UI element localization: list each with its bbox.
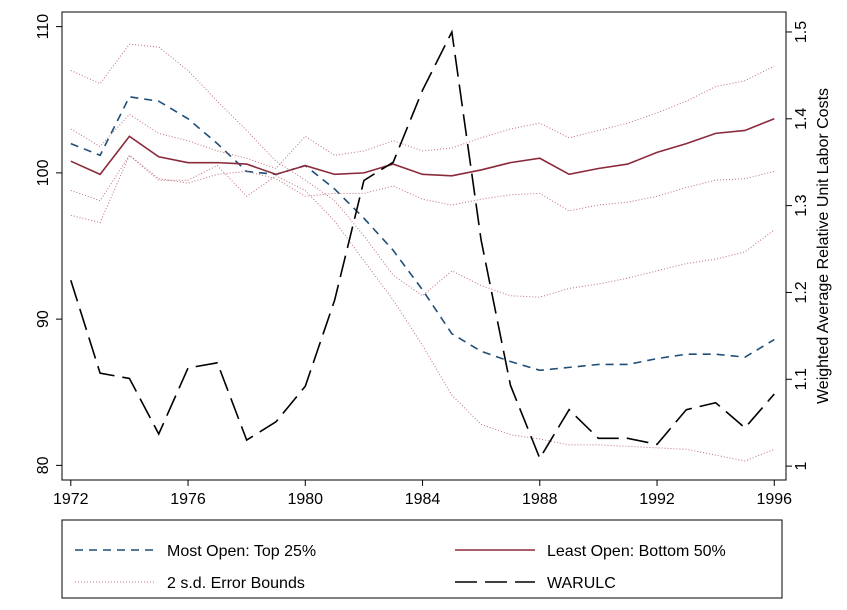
- series-line: [70, 118, 775, 177]
- legend-label: WARULC: [547, 575, 616, 592]
- y2-tick-label: 1.5: [793, 21, 810, 43]
- x-tick-label: 1976: [170, 491, 206, 508]
- y-tick-label: 110: [35, 14, 52, 40]
- legend-box: [61, 519, 783, 599]
- x-tick-label: 1972: [53, 491, 89, 508]
- series-line: [70, 29, 775, 461]
- x-tick-label: 1980: [287, 491, 323, 508]
- error-bound-line: [70, 154, 775, 212]
- y2-tick-label: 1.3: [793, 194, 810, 216]
- error-bound-line: [70, 43, 775, 298]
- plot-frame: [61, 11, 787, 481]
- y2-tick-label: 1: [793, 462, 810, 471]
- x-tick-label: 1996: [756, 491, 792, 508]
- error-bound-line: [70, 65, 775, 170]
- x-tick-label: 1984: [405, 491, 441, 508]
- y2-tick-label: 1.1: [793, 368, 810, 390]
- y-tick-label: 80: [35, 456, 52, 474]
- legend-label: 2 s.d. Error Bounds: [167, 575, 305, 592]
- x-tick-label: 1988: [522, 491, 558, 508]
- legend-label: Most Open: Top 25%: [167, 543, 316, 560]
- legend-label: Least Open: Bottom 50%: [547, 543, 726, 560]
- y2-tick-label: 1.4: [793, 108, 810, 130]
- error-bound-line: [70, 154, 775, 462]
- y2-axis-title: Weighted Average Relative Unit Labor Cos…: [815, 88, 832, 404]
- y2-tick-label: 1.2: [793, 281, 810, 303]
- series-line: [70, 95, 775, 372]
- x-tick-label: 1992: [639, 491, 675, 508]
- y-tick-label: 100: [35, 159, 52, 186]
- y-tick-label: 90: [35, 310, 52, 328]
